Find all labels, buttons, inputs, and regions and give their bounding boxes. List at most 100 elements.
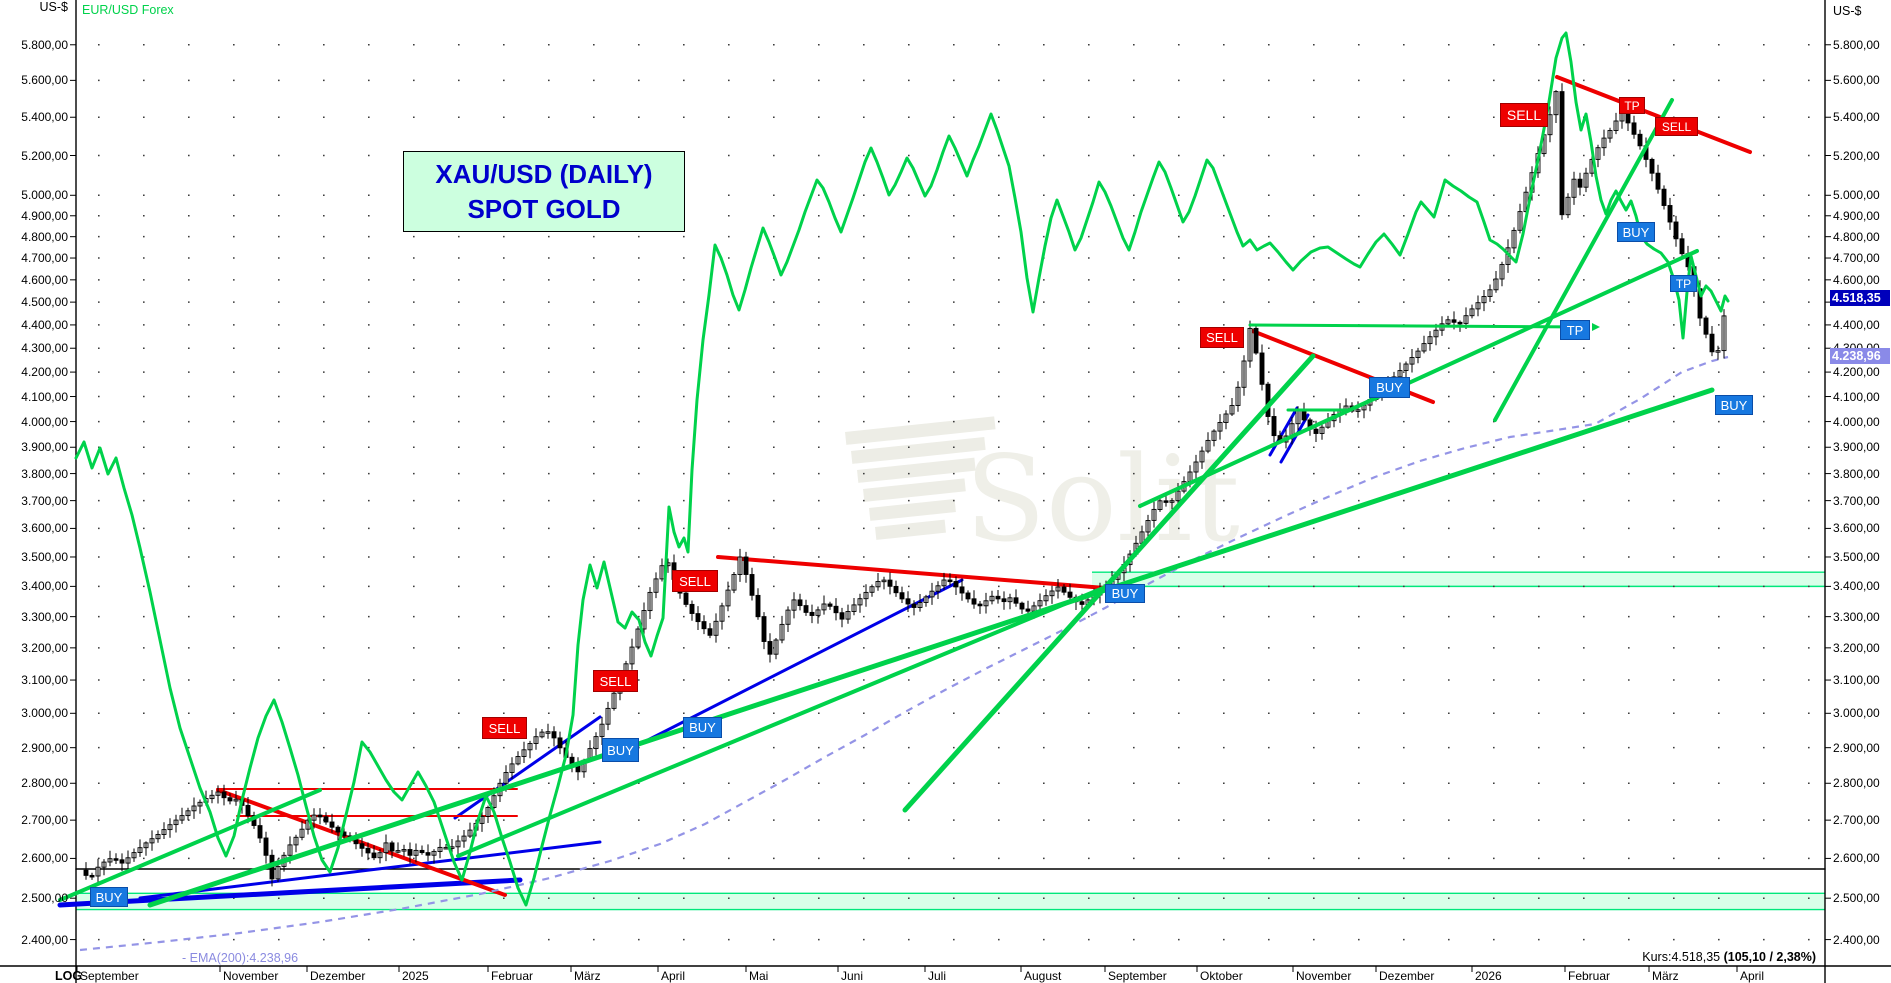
signal-badge-tp[interactable]: TP (1619, 97, 1645, 114)
price-tick-left: 2.700,00 (21, 813, 68, 828)
price-tick-right: 2.500,00 (1833, 891, 1880, 906)
price-tick-right: 5.800,00 (1833, 37, 1880, 52)
price-tick-right: 4.700,00 (1833, 251, 1880, 266)
price-tick-left: 3.200,00 (21, 640, 68, 655)
trend-line-blue (1268, 406, 1299, 457)
price-tick-left: 3.000,00 (21, 706, 68, 721)
trend-line-green (1248, 323, 1590, 329)
current-price-badge: 4.238,96 (1830, 348, 1890, 364)
trend-line-red (1555, 75, 1752, 154)
signal-badge-buy[interactable]: BUY (1369, 377, 1410, 398)
price-tick-right: 5.400,00 (1833, 110, 1880, 125)
price-tick-left: 2.400,00 (21, 932, 68, 947)
month-label: 2026 (1475, 969, 1502, 983)
trend-line-green (1493, 98, 1674, 422)
price-tick-left: 2.600,00 (21, 851, 68, 866)
green-arrow-marker (1592, 323, 1600, 331)
price-tick-left: 4.200,00 (21, 365, 68, 380)
trend-line-green (902, 353, 1316, 813)
signal-badge-buy[interactable]: BUY (683, 717, 722, 738)
trend-line-blue (138, 840, 602, 900)
price-tick-right: 4.400,00 (1833, 317, 1880, 332)
month-label: März (574, 969, 601, 983)
price-tick-right: 4.200,00 (1833, 365, 1880, 380)
price-tick-right: 3.300,00 (1833, 609, 1880, 624)
price-tick-left: 4.100,00 (21, 389, 68, 404)
price-tick-right: 5.600,00 (1833, 73, 1880, 88)
trend-line-green (456, 584, 1110, 858)
signal-badge-tp[interactable]: TP (1670, 275, 1697, 292)
trend-line-blue (453, 715, 602, 820)
month-label: Februar (1568, 969, 1611, 983)
month-label: Dezember (310, 969, 366, 983)
price-tick-left: 3.300,00 (21, 609, 68, 624)
price-tick-left: 4.700,00 (21, 251, 68, 266)
chart-title-box: XAU/USD (DAILY) SPOT GOLD (403, 151, 685, 232)
watermark: Solit (845, 416, 1240, 568)
month-label: März (1652, 969, 1679, 983)
price-tick-right: 3.600,00 (1833, 521, 1880, 536)
signal-badge-sell[interactable]: SELL (672, 570, 718, 592)
current-price-badge: 4.518,35 (1830, 290, 1890, 306)
chart-title-line2: SPOT GOLD (467, 194, 621, 224)
kurs-value: Kurs:4.518,35 (1642, 950, 1724, 964)
price-tick-left: 3.500,00 (21, 549, 68, 564)
price-tick-right: 5.200,00 (1833, 148, 1880, 163)
month-label: Juni (841, 969, 864, 983)
chart-title-line1: XAU/USD (DAILY) (435, 159, 653, 189)
month-label: April (1740, 969, 1765, 983)
price-tick-right: 4.000,00 (1833, 414, 1880, 429)
price-tick-left: 5.400,00 (21, 110, 68, 125)
price-tick-right: 3.900,00 (1833, 440, 1880, 455)
price-tick-right: 4.100,00 (1833, 389, 1880, 404)
price-tick-left: 3.900,00 (21, 440, 68, 455)
price-tick-left: 5.000,00 (21, 188, 68, 203)
trend-line-blue (1279, 413, 1310, 464)
signal-badge-buy[interactable]: BUY (1617, 222, 1655, 242)
log-scale-label[interactable]: LOG (55, 969, 83, 983)
signal-badge-sell[interactable]: SELL (1500, 103, 1548, 127)
price-tick-right: 3.200,00 (1833, 640, 1880, 655)
price-tick-left: 2.900,00 (21, 740, 68, 755)
signal-badge-buy[interactable]: BUY (602, 738, 639, 762)
signal-badge-tp[interactable]: TP (1560, 320, 1590, 340)
price-tick-right: 2.800,00 (1833, 776, 1880, 791)
kurs-footer-label: Kurs:4.518,35 (105,10 / 2,38%) (1642, 950, 1816, 964)
month-label: November (223, 969, 279, 983)
price-tick-left: 5.600,00 (21, 73, 68, 88)
price-tick-right: 2.700,00 (1833, 813, 1880, 828)
price-tick-right: 2.400,00 (1833, 932, 1880, 947)
price-tick-left: 4.900,00 (21, 208, 68, 223)
price-tick-left: 4.400,00 (21, 317, 68, 332)
signal-badge-sell[interactable]: SELL (1655, 117, 1698, 136)
price-tick-left: 3.100,00 (21, 673, 68, 688)
price-tick-right: 3.500,00 (1833, 549, 1880, 564)
svg-text:Solit: Solit (965, 430, 1240, 568)
trend-line-green (147, 387, 1715, 908)
signal-badge-sell[interactable]: SELL (482, 717, 527, 739)
trend-line-green (58, 788, 322, 902)
signal-badge-buy[interactable]: BUY (90, 887, 128, 907)
price-tick-left: 4.800,00 (21, 229, 68, 244)
month-label: Juli (928, 969, 947, 983)
signal-badge-sell[interactable]: SELL (593, 670, 638, 692)
ema200-line (79, 355, 1729, 952)
signal-badge-sell[interactable]: SELL (1200, 327, 1244, 348)
month-label: August (1024, 969, 1062, 983)
signal-badge-buy[interactable]: BUY (1105, 584, 1145, 603)
price-tick-left: 3.700,00 (21, 493, 68, 508)
trend-line-green (1138, 249, 1699, 508)
month-label: September (80, 969, 139, 983)
signal-badge-buy[interactable]: BUY (1715, 395, 1753, 415)
y-axis-unit-right: US-$ (1833, 4, 1862, 18)
price-tick-left: 2.800,00 (21, 776, 68, 791)
price-tick-left: 4.300,00 (21, 341, 68, 356)
price-tick-right: 3.800,00 (1833, 466, 1880, 481)
price-tick-right: 4.900,00 (1833, 208, 1880, 223)
price-tick-left: 4.600,00 (21, 272, 68, 287)
kurs-change: (105,10 / 2,38%) (1723, 950, 1816, 964)
price-tick-right: 4.600,00 (1833, 272, 1880, 287)
ema-footer-label: - EMA(200):4.238,96 (182, 951, 299, 965)
